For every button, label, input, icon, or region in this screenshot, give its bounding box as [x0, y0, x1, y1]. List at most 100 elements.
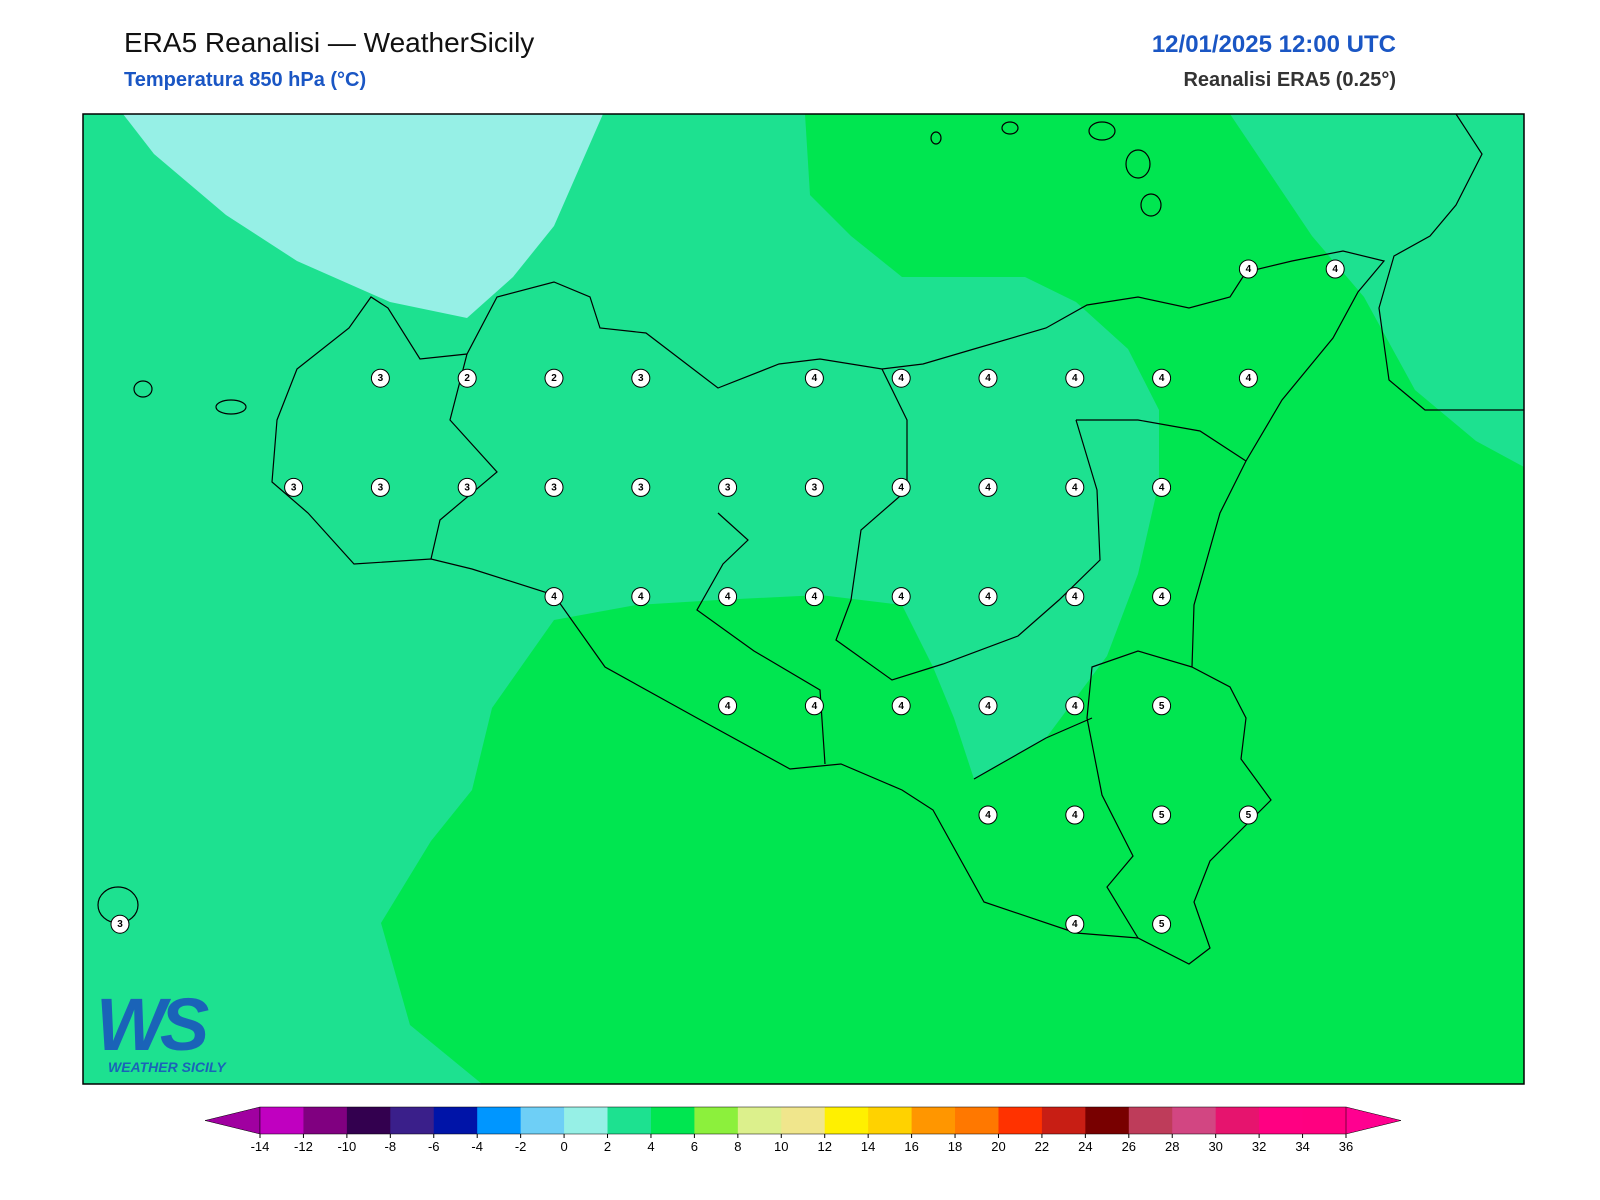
station: 4	[1325, 259, 1345, 279]
field-4-6	[381, 114, 1524, 1084]
station: 4	[718, 696, 738, 716]
logo-name: WEATHER SICILY	[108, 1059, 227, 1075]
station: 4	[544, 587, 564, 607]
colorbar-tick-label: 28	[1165, 1139, 1179, 1154]
station: 4	[804, 368, 824, 388]
island	[1001, 121, 1019, 135]
colorbar-bin	[998, 1107, 1043, 1134]
station-value: 4	[985, 701, 991, 712]
colorbar-tick-label: 30	[1208, 1139, 1222, 1154]
station-marker	[457, 368, 477, 388]
station-value: 4	[1072, 701, 1078, 712]
station-marker	[110, 914, 130, 934]
colorbar-bin	[1215, 1107, 1260, 1134]
station-marker	[1238, 805, 1258, 825]
station-marker	[631, 587, 651, 607]
colorbar-tick-label: 22	[1035, 1139, 1049, 1154]
colorbar-tick-label: 32	[1252, 1139, 1266, 1154]
station-marker	[1065, 696, 1085, 716]
colorbar-bin	[1085, 1107, 1130, 1134]
station-value: 4	[812, 701, 818, 712]
colorbar: -14 -12 -10 -8 -6 -4 -2 0 2 4 6 8 10 12 14 16 18 20 22 24 26…	[204, 1106, 1402, 1154]
station-value: 3	[638, 482, 644, 493]
station: 4	[978, 805, 998, 825]
colorbar-bin	[911, 1107, 956, 1134]
station: 3	[631, 368, 651, 388]
station-value: 5	[1159, 701, 1165, 712]
colorbar-bin	[520, 1107, 565, 1134]
station: 3	[457, 477, 477, 497]
station: 2	[457, 368, 477, 388]
station-marker	[718, 477, 738, 497]
station-value: 4	[898, 482, 904, 493]
station: 4	[891, 368, 911, 388]
station-marker	[1238, 368, 1258, 388]
colorbar-tick-label: 8	[734, 1139, 741, 1154]
station: 4	[1238, 368, 1258, 388]
station-value: 4	[638, 592, 644, 603]
station-value: 4	[1246, 373, 1252, 384]
colorbar-bin	[781, 1107, 826, 1134]
station-marker	[978, 587, 998, 607]
station: 4	[1065, 587, 1085, 607]
colorbar-bin	[390, 1107, 435, 1134]
colorbar-bin	[303, 1107, 348, 1134]
station-value: 3	[725, 482, 731, 493]
colorbar-tick-label: 6	[691, 1139, 698, 1154]
datetime: 12/01/2025 12:00 UTC	[1152, 31, 1396, 58]
station: 3	[370, 368, 390, 388]
colorbar-bin	[1302, 1107, 1347, 1134]
station: 3	[718, 477, 738, 497]
station: 3	[284, 477, 304, 497]
colorbar-bin	[260, 1107, 304, 1134]
colorbar-extend-under	[204, 1106, 261, 1135]
title: ERA5 Reanalisi — WeatherSicily	[124, 27, 534, 58]
station-value: 4	[1072, 482, 1078, 493]
station: 5	[1152, 696, 1172, 716]
station-marker	[457, 477, 477, 497]
station-value: 5	[1246, 810, 1252, 821]
station-marker	[891, 368, 911, 388]
station-marker	[1325, 259, 1345, 279]
station-value: 4	[898, 701, 904, 712]
province-boundary	[696, 512, 826, 765]
colorbar-tick-label: 26	[1122, 1139, 1136, 1154]
station-value: 3	[464, 482, 470, 493]
colorbar-bin	[824, 1107, 869, 1134]
colorbar-tick-label: -2	[515, 1139, 527, 1154]
island	[930, 131, 942, 145]
station-value: 3	[551, 482, 557, 493]
colorbar-tick-label: 0	[560, 1139, 567, 1154]
station: 4	[978, 587, 998, 607]
source: Reanalisi ERA5 (0.25°)	[1183, 69, 1396, 91]
station: 4	[1152, 477, 1172, 497]
station-value: 4	[985, 810, 991, 821]
station-marker	[804, 477, 824, 497]
station-marker	[1152, 805, 1172, 825]
station-value: 4	[1332, 264, 1338, 275]
station: 4	[718, 587, 738, 607]
colorbar-frame	[259, 1106, 1347, 1135]
colorbar-bin	[564, 1107, 609, 1134]
station-marker	[1065, 477, 1085, 497]
station: 4	[891, 477, 911, 497]
station-marker	[891, 477, 911, 497]
province-boundary	[430, 353, 498, 560]
station: 4	[804, 587, 824, 607]
logo-letters: WS	[96, 983, 209, 1066]
island	[1140, 193, 1162, 217]
station-value: 4	[1246, 264, 1252, 275]
colorbar-bin	[1128, 1107, 1173, 1134]
station-marker	[1152, 477, 1172, 497]
station-marker	[891, 587, 911, 607]
station: 4	[891, 696, 911, 716]
colorbar-bin	[1041, 1107, 1086, 1134]
station-marker	[631, 368, 651, 388]
colorbar-bin	[650, 1107, 695, 1134]
station: 4	[1238, 259, 1258, 279]
station-marker	[804, 587, 824, 607]
colorbar-tick-label: -6	[428, 1139, 440, 1154]
colorbar-tick-label: 16	[904, 1139, 918, 1154]
station-value: 3	[291, 482, 297, 493]
